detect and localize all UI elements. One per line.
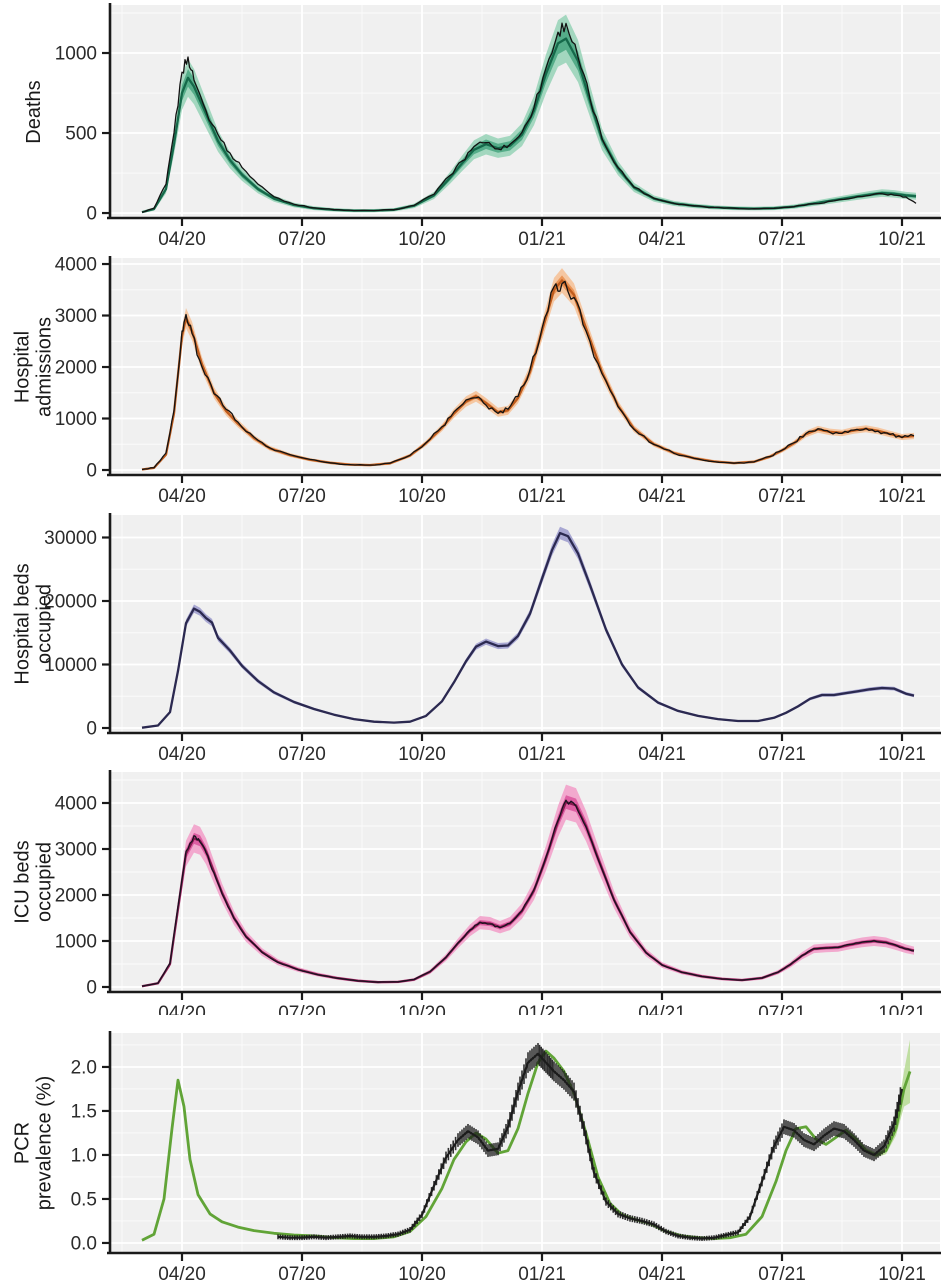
y-tick-label: 0.0 — [71, 1233, 97, 1254]
x-tick-label: 04/20 — [158, 744, 206, 760]
x-tick-label: 07/20 — [278, 229, 326, 250]
y-tick-label: 3000 — [55, 306, 97, 327]
x-tick-label: 01/21 — [518, 1264, 566, 1280]
series-group — [141, 14, 917, 214]
y-tick-label: 4000 — [55, 255, 97, 276]
hospital-beds-chart: 0 10000 20000 30000 04/20 07/20 10/20 01/21 04/2… — [44, 513, 941, 760]
hospital-admissions-chart: 0 1000 2000 3000 4000 04/20 07/20 10/20 01/21 04/… — [55, 255, 941, 505]
observed-data-line — [141, 799, 915, 987]
x-tick-label: 07/21 — [758, 744, 806, 760]
x-tick-label: 10/20 — [398, 486, 446, 505]
series-group — [141, 784, 915, 988]
observed-data-line — [141, 22, 917, 213]
x-tick-label: 01/21 — [518, 744, 566, 760]
x-tick-label: 07/21 — [758, 486, 806, 505]
y-tick-label: 3000 — [55, 839, 97, 860]
y-tick-label: 1000 — [55, 44, 97, 65]
plot-background — [110, 5, 940, 218]
plot-background — [110, 772, 940, 992]
x-tick-label: 10/20 — [398, 1003, 446, 1015]
x-tick-label: 10/21 — [878, 1264, 926, 1280]
x-tick-label: 04/21 — [638, 744, 686, 760]
panel-hospital-admissions: Hospital admissions 0 1000 2000 3000 4000 04/… — [0, 250, 948, 505]
y-tick-label: 0 — [86, 977, 97, 998]
y-tick-label: 1000 — [55, 409, 97, 430]
icu-beds-chart: 0 1000 2000 3000 4000 04/20 07/20 10/20 01/21 04/… — [55, 770, 941, 1015]
x-tick-label: 07/20 — [278, 744, 326, 760]
y-tick-label: 10000 — [44, 655, 97, 676]
y-tick-label: 0.5 — [71, 1189, 97, 1210]
panel-pcr-prevalence: PCR prevalence (%) 0.0 0.5 1.0 1.5 2.0 04/20 0… — [0, 1015, 948, 1280]
x-tick-label: 01/21 — [518, 229, 566, 250]
model-median-line — [141, 1049, 912, 1242]
x-tick-label: 10/21 — [878, 744, 926, 760]
series-group — [141, 268, 915, 471]
y-tick-label: 1.0 — [71, 1145, 97, 1166]
y-tick-label: 2000 — [55, 885, 97, 906]
x-tick-label: 04/21 — [638, 1264, 686, 1280]
x-tick-label: 04/21 — [638, 229, 686, 250]
x-tick-label: 07/20 — [278, 1264, 326, 1280]
x-tick-label: 04/20 — [158, 1003, 206, 1015]
x-tick-label: 10/20 — [398, 229, 446, 250]
x-tick-label: 10/20 — [398, 1264, 446, 1280]
series-group — [141, 1039, 912, 1242]
x-tick-label: 07/21 — [758, 229, 806, 250]
x-tick-label: 04/20 — [158, 486, 206, 505]
observed-data-line — [141, 280, 915, 471]
observed-data-line — [277, 1052, 904, 1240]
series-group — [141, 526, 915, 729]
x-tick-label: 04/21 — [638, 486, 686, 505]
x-tick-label: 07/21 — [758, 1003, 806, 1015]
x-tick-label: 07/20 — [278, 1003, 326, 1015]
x-tick-label: 10/21 — [878, 486, 926, 505]
x-tick-label: 10/21 — [878, 229, 926, 250]
y-tick-label: 4000 — [55, 794, 97, 815]
x-tick-label: 10/20 — [398, 744, 446, 760]
x-tick-label: 04/21 — [638, 1003, 686, 1015]
y-tick-label: 20000 — [44, 591, 97, 612]
panel-icu-beds-occupied: ICU beds occupied 0 1000 2000 3000 4000 04/20… — [0, 760, 948, 1015]
y-tick-label: 0 — [86, 204, 97, 225]
y-tick-label: 2000 — [55, 358, 97, 379]
x-tick-label: 07/21 — [758, 1264, 806, 1280]
x-tick-label: 07/20 — [278, 486, 326, 505]
panel-deaths: Deaths 0 500 1000 04/20 07/20 10/20 01/21 04/21… — [0, 0, 948, 250]
pcr-prevalence-chart: 0.0 0.5 1.0 1.5 2.0 04/20 07/20 10/20 01/21 04/21… — [71, 1031, 941, 1280]
y-tick-label: 0 — [86, 719, 97, 740]
outer-credible-ribbon — [142, 14, 916, 213]
y-tick-label: 2.0 — [71, 1057, 97, 1078]
deaths-chart: 0 500 1000 04/20 07/20 10/20 01/21 04/21 07/21 10… — [55, 3, 941, 250]
y-tick-label: 500 — [65, 124, 97, 145]
x-tick-label: 04/20 — [158, 1264, 206, 1280]
y-tick-label: 0 — [86, 461, 97, 482]
y-tick-label: 1000 — [55, 931, 97, 952]
model-median-line — [141, 531, 915, 729]
x-tick-label: 10/21 — [878, 1003, 926, 1015]
x-tick-label: 04/20 — [158, 229, 206, 250]
x-tick-label: 01/21 — [518, 486, 566, 505]
y-tick-label: 1.5 — [71, 1101, 97, 1122]
panel-hospital-beds-occupied: Hospital beds occupied 0 10000 20000 30000 0… — [0, 505, 948, 760]
y-tick-label: 30000 — [44, 528, 97, 549]
x-tick-label: 01/21 — [518, 1003, 566, 1015]
